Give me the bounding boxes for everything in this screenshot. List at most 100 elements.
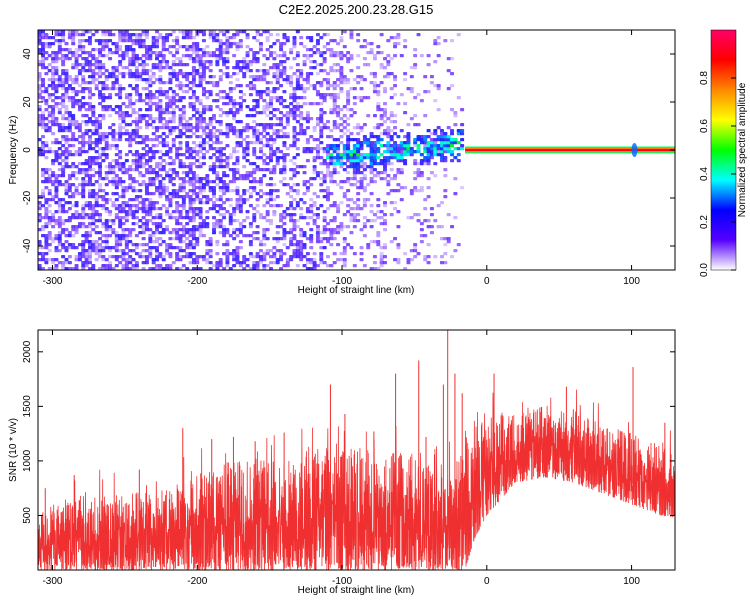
heatmap-cell	[409, 216, 414, 220]
heatmap-cell	[218, 75, 223, 79]
heatmap-cell	[419, 99, 424, 103]
heatmap-cell	[262, 30, 267, 34]
heatmap-cell	[128, 84, 133, 88]
heatmap-cell	[38, 213, 42, 217]
heatmap-cell	[379, 216, 384, 220]
heatmap-cell	[382, 201, 388, 205]
heatmap-cell	[319, 171, 324, 175]
heatmap-cell	[349, 69, 354, 73]
heatmap-cell	[362, 153, 367, 157]
heatmap-cell	[51, 108, 56, 112]
heatmap-cell	[158, 126, 163, 130]
heatmap-cell	[158, 195, 163, 199]
heatmap-cell	[171, 171, 176, 175]
heatmap-cell	[289, 168, 294, 172]
heatmap-cell	[453, 177, 458, 181]
heatmap-cell	[104, 156, 109, 160]
heatmap-cell	[336, 183, 341, 187]
heatmap-cell	[372, 90, 377, 94]
heatmap-cell	[61, 174, 66, 178]
heatmap-cell	[181, 105, 186, 109]
heatmap-cell	[77, 141, 82, 145]
heatmap-cell	[289, 51, 294, 55]
heatmap-cell	[339, 156, 344, 160]
heatmap-cell	[299, 234, 304, 238]
heatmap-cell	[212, 33, 217, 37]
heatmap-cell	[101, 135, 106, 139]
heatmap-cell	[181, 117, 186, 121]
heatmap-cell	[98, 75, 103, 79]
heatmap-cell	[322, 93, 327, 97]
heatmap-cell	[218, 264, 223, 268]
heatmap-cell	[124, 189, 129, 193]
heatmap-cell	[282, 90, 287, 94]
heatmap-cell	[155, 138, 160, 142]
heatmap-cell	[262, 237, 267, 241]
heatmap-cell	[74, 33, 79, 37]
heatmap-cell	[382, 57, 388, 61]
heatmap-cell	[108, 219, 113, 223]
heatmap-cell	[443, 237, 448, 241]
heatmap-cell	[47, 150, 52, 154]
heatmap-cell	[332, 105, 337, 109]
heatmap-cell	[295, 81, 300, 85]
heatmap-cell	[61, 102, 66, 106]
heatmap-cell	[393, 36, 398, 40]
heatmap-cell	[426, 144, 431, 148]
heatmap-cell	[225, 51, 230, 55]
heatmap-cell	[188, 105, 193, 109]
heatmap-cell	[325, 156, 331, 160]
heatmap-cell	[299, 72, 304, 76]
heatmap-cell	[305, 216, 310, 220]
heatmap-cell	[315, 63, 320, 67]
heatmap-cell	[44, 126, 49, 130]
heatmap-cell	[292, 255, 297, 259]
heatmap-cell	[61, 246, 66, 250]
heatmap-cell	[175, 201, 180, 205]
heatmap-cell	[168, 162, 173, 166]
heatmap-cell	[124, 168, 129, 172]
heatmap-cell	[275, 63, 280, 67]
heatmap-cell	[57, 141, 62, 145]
heatmap-cell	[248, 75, 253, 79]
heatmap-cell	[54, 57, 59, 61]
heatmap-cell	[77, 105, 82, 109]
heatmap-cell	[144, 81, 149, 85]
heatmap-cell	[228, 96, 233, 100]
heatmap-cell	[315, 234, 320, 238]
heatmap-cell	[195, 123, 200, 127]
heatmap-cell	[416, 219, 421, 223]
heatmap-cell	[265, 57, 270, 61]
heatmap-cell	[403, 150, 408, 154]
heatmap-cell	[84, 264, 89, 268]
heatmap-cell	[195, 135, 200, 139]
heatmap-cell	[54, 174, 59, 178]
heatmap-cell	[225, 96, 230, 100]
heatmap-cell	[232, 228, 237, 232]
heatmap-cell	[319, 156, 324, 160]
heatmap-cell	[205, 225, 210, 229]
heatmap-cell	[77, 69, 82, 73]
heatmap-cell	[57, 237, 62, 241]
heatmap-cell	[336, 123, 341, 127]
heatmap-cell	[181, 153, 186, 157]
heatmap-cell	[332, 102, 337, 106]
heatmap-cell	[64, 48, 69, 52]
heatmap-cell	[151, 126, 156, 130]
heatmap-cell	[138, 114, 143, 118]
heatmap-cell	[84, 180, 89, 184]
heatmap-cell	[212, 189, 217, 193]
heatmap-cell	[47, 69, 52, 73]
heatmap-cell	[195, 243, 200, 247]
heatmap-cell	[188, 180, 193, 184]
heatmap-cell	[54, 66, 59, 70]
heatmap-cell	[165, 174, 170, 178]
heatmap-cell	[128, 93, 133, 97]
heatmap-cell	[305, 126, 310, 130]
heatmap-cell	[336, 159, 341, 163]
heatmap-cell	[44, 171, 49, 175]
heatmap-cell	[282, 231, 287, 235]
heatmap-cell	[64, 87, 69, 91]
heatmap-cell	[235, 108, 240, 112]
